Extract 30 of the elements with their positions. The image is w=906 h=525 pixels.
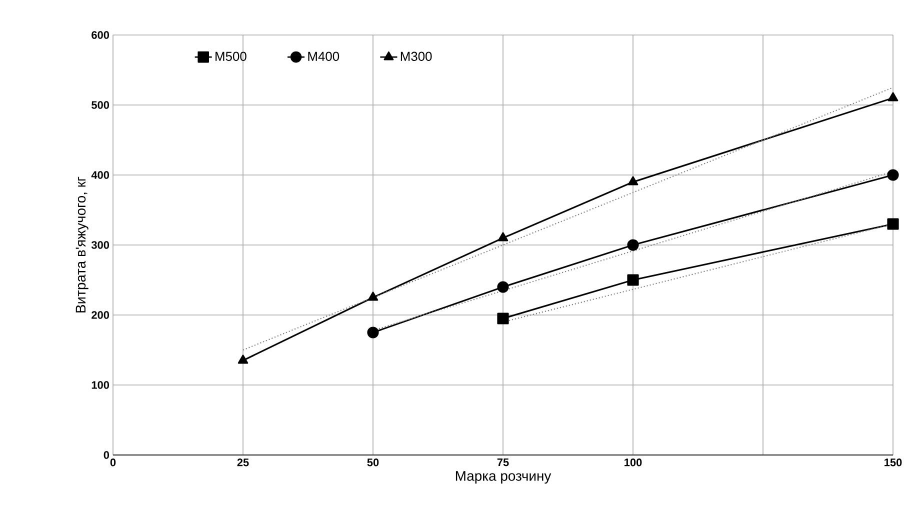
legend-label: М400 <box>308 52 340 61</box>
point <box>887 218 899 230</box>
y-tick-label: 100 <box>92 381 110 389</box>
point <box>627 274 639 286</box>
point <box>368 292 378 301</box>
x-axis-title: Марка розчину <box>456 471 552 484</box>
y-tick-label: 400 <box>91 171 110 179</box>
point <box>498 232 508 242</box>
x-tick-label: 100 <box>624 458 642 466</box>
y-tick-label: 300 <box>91 241 110 249</box>
point <box>238 354 248 364</box>
point <box>497 312 509 324</box>
x-tick-label: 50 <box>367 458 379 466</box>
point <box>497 281 509 293</box>
y-tick-label: 500 <box>92 101 110 109</box>
x-tick-label: 150 <box>884 458 902 466</box>
legend-label: М500 <box>216 52 246 61</box>
y-axis-title: Витрата в'яжучого, кг <box>76 176 88 312</box>
point <box>627 239 639 251</box>
point <box>367 326 379 338</box>
x-tick-label: 25 <box>237 458 249 466</box>
y-tick-label: 600 <box>92 31 110 39</box>
y-tick-label: 200 <box>92 311 110 319</box>
point <box>887 169 899 181</box>
point <box>888 92 898 102</box>
x-tick-label: 0 <box>110 458 116 466</box>
y-tick-label: 0 <box>104 451 110 459</box>
legend-label: М300 <box>400 52 432 61</box>
x-tick-label: 75 <box>497 458 509 466</box>
point <box>628 176 638 186</box>
